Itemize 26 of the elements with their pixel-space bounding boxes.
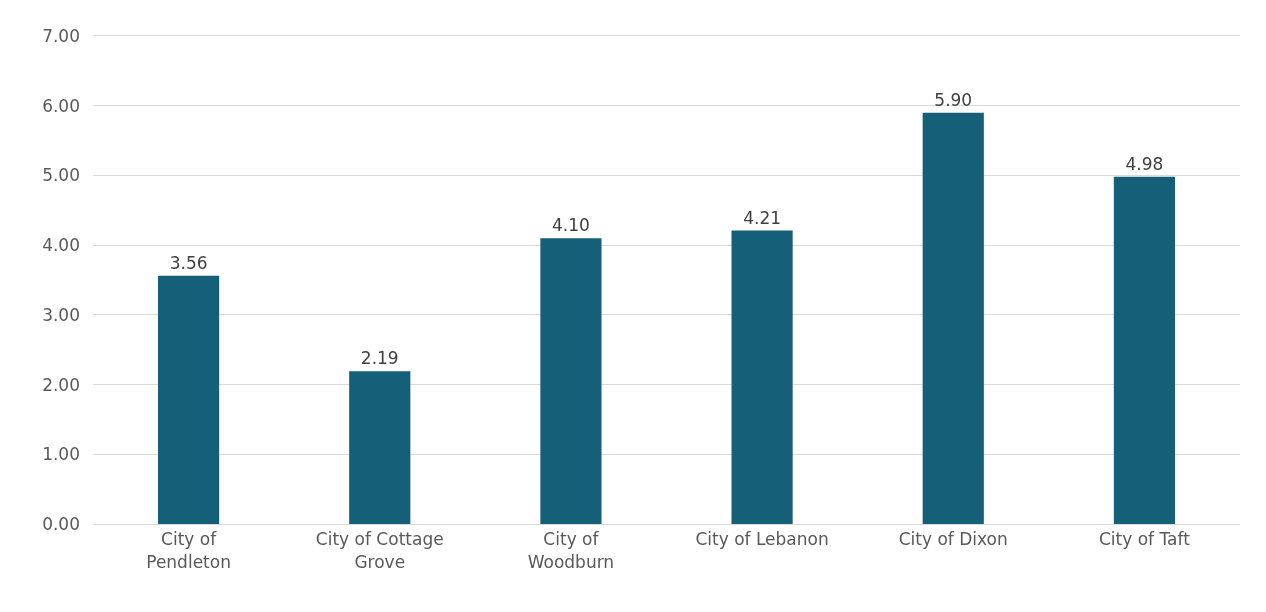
y-tick-label: 6.00 bbox=[42, 95, 80, 116]
x-tick-label: City of Woodburn bbox=[527, 529, 615, 572]
y-tick-label: 3.00 bbox=[42, 304, 80, 325]
x-tick-label: City of Pendleton bbox=[146, 529, 231, 572]
data-label: 4.10 bbox=[551, 215, 590, 236]
data-label: 4.98 bbox=[1125, 153, 1164, 174]
data-label: 4.21 bbox=[743, 207, 782, 228]
bar bbox=[158, 275, 220, 524]
y-tick-label: 4.00 bbox=[42, 235, 80, 256]
data-label: 3.56 bbox=[169, 252, 208, 273]
bar bbox=[922, 112, 984, 524]
data-label: 2.19 bbox=[360, 348, 399, 369]
bar bbox=[349, 371, 411, 524]
bar bbox=[1113, 176, 1175, 524]
y-tick-label: 1.00 bbox=[42, 444, 80, 465]
y-tick-label: 0.00 bbox=[42, 513, 80, 534]
x-tick-label: City of Cottage Grove bbox=[315, 529, 444, 572]
x-tick-label: City of Lebanon bbox=[695, 529, 829, 550]
y-tick-label: 7.00 bbox=[42, 25, 80, 46]
bar bbox=[731, 230, 793, 524]
data-label: 5.90 bbox=[934, 89, 973, 110]
x-tick-label: City of Dixon bbox=[898, 529, 1008, 550]
y-tick-label: 2.00 bbox=[42, 374, 80, 395]
x-tick-label: City of Taft bbox=[1098, 529, 1191, 550]
bar bbox=[540, 238, 602, 524]
y-tick-label: 5.00 bbox=[42, 165, 80, 186]
